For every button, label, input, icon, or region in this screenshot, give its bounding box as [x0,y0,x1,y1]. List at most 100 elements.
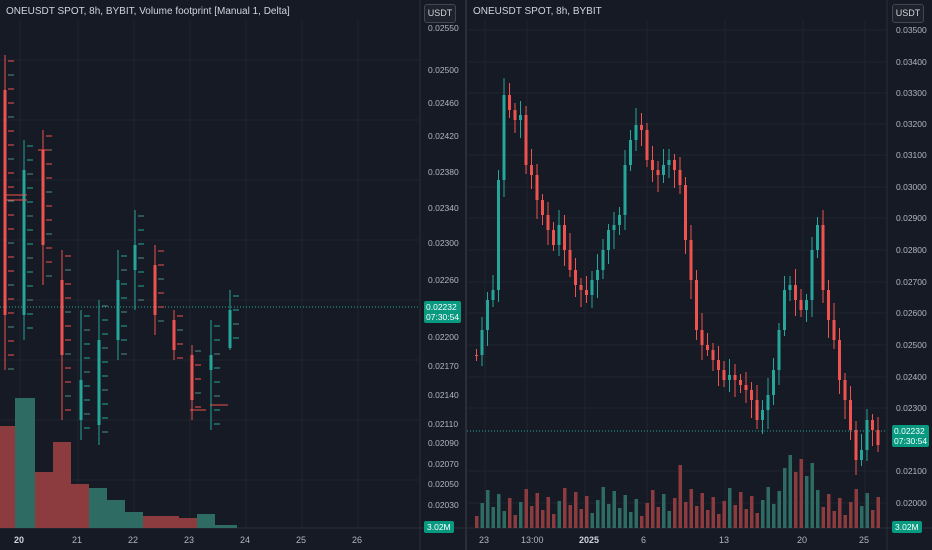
candle-body [508,95,511,110]
volume-bar [486,490,490,528]
candle-body [832,320,836,340]
left-chart-pane[interactable]: ONEUSDT SPOT, 8h, BYBIT, Volume footprin… [0,0,466,550]
candle-body [744,385,748,390]
price-tick-label: 0.02000 [896,498,927,508]
price-tick-label: 0.02800 [896,245,927,255]
price-tick-label: 0.02140 [428,390,459,400]
left-chart-legend[interactable]: ONEUSDT SPOT, 8h, BYBIT, Volume footprin… [6,6,290,17]
candlestick-chart-canvas[interactable] [467,0,932,550]
candle-body [41,150,45,245]
pane-divider[interactable] [465,0,467,550]
price-tick-label: 0.02260 [428,275,459,285]
left-last-price: 0.02232 [426,302,457,312]
candle-body [475,355,478,356]
volume-bar [860,506,864,528]
candle-body [497,180,500,290]
candle-body [133,245,137,270]
candle-body [480,330,484,355]
price-tick-label: 0.02300 [428,238,459,248]
volume-bar [546,497,550,528]
candle-body [79,380,83,420]
price-tick-label: 0.03200 [896,119,927,129]
volume-profile-bar [15,398,35,528]
candle-body [3,90,7,315]
volume-bar [667,511,671,528]
volume-bar [843,515,847,528]
candle-body [535,175,539,200]
candle-body [607,230,610,250]
volume-bar [612,491,616,528]
volume-bar [497,494,501,528]
time-tick-label: 25 [859,535,870,545]
price-tick-label: 0.02110 [428,419,459,429]
volume-bar [640,516,644,528]
volume-bar [827,494,831,528]
volume-bar [706,510,710,528]
volume-bar [854,489,858,528]
volume-bar [563,488,567,528]
candle-body [524,115,528,165]
price-tick-label: 0.02460 [428,98,459,108]
candle-body [585,290,588,295]
candle-body [788,285,792,290]
volume-bar [541,510,545,528]
volume-bar [794,472,798,528]
price-tick-label: 0.02700 [896,277,927,287]
time-tick-label: 22 [128,535,139,545]
candle-body [563,225,566,250]
volume-bar [805,476,809,528]
candle-body [97,340,101,425]
volume-profile-bar [197,514,215,528]
volume-bar [645,503,649,528]
time-tick-label: 25 [296,535,307,545]
volume-bar [761,500,765,528]
candle-body [860,450,863,460]
candle-body [172,320,176,350]
candle-body [755,400,759,420]
volume-bar [557,501,561,528]
right-currency-button[interactable]: USDT [892,4,924,23]
right-last-price-badge: 0.02232 07:30:54 [892,425,930,447]
candle-body [816,225,819,250]
candle-body [552,230,555,245]
volume-bar [651,490,655,528]
price-tick-label: 0.03000 [896,182,927,192]
volume-profile-bar [0,426,15,528]
candle-body [502,95,506,180]
volume-bar [530,506,534,528]
price-tick-label: 0.03100 [896,150,927,160]
right-chart-legend[interactable]: ONEUSDT SPOT, 8h, BYBIT [473,6,602,17]
candle-body [733,375,737,380]
volume-profile-bar [125,512,143,528]
candle-body [794,285,797,300]
volume-bar [607,504,611,528]
candle-body [805,300,808,310]
candle-body [491,290,495,300]
volume-bar [750,496,754,528]
volume-bar [618,508,622,528]
candle-body [590,280,594,295]
volume-bar [832,511,836,528]
volume-bar [629,512,633,528]
volume-bar [739,492,743,528]
volume-bar [783,468,787,528]
price-tick-label: 0.02400 [896,372,927,382]
footprint-chart-canvas[interactable] [0,0,466,550]
candle-body [22,170,26,315]
candle-body [766,395,770,410]
candle-body [651,160,654,170]
time-tick-label: 2025 [579,535,600,545]
candle-body [865,420,869,450]
volume-bar [744,509,748,528]
candle-body [827,290,830,320]
candle-body [519,115,522,120]
volume-bar [717,514,721,528]
time-tick-label: 20 [797,535,808,545]
volume-bar [634,499,638,528]
right-last-price: 0.02232 [894,426,925,436]
price-tick-label: 0.02300 [896,403,927,413]
volume-bar [876,497,880,528]
left-currency-button[interactable]: USDT [424,4,456,23]
price-tick-label: 0.03400 [896,57,927,67]
right-chart-pane[interactable]: ONEUSDT SPOT, 8h, BYBIT USDT 0.03500 0.03… [467,0,932,550]
